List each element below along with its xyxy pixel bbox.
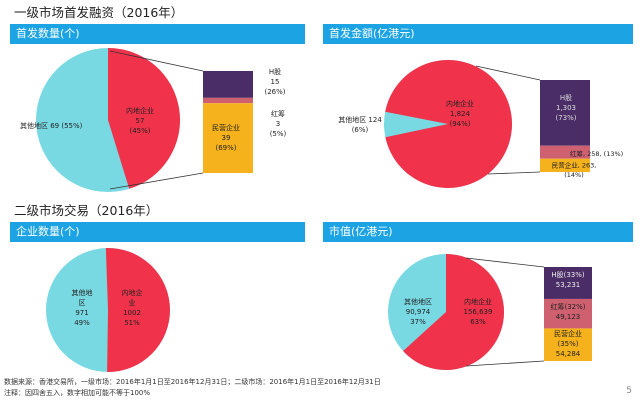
p3-pie-slice-mainland [105,248,170,372]
p2-label-mainland-0: 内地企业 [446,99,474,108]
p3-label-mainland-2: 1002 [123,309,141,317]
p4-connector-top [465,257,545,268]
p1-connector-bottom [109,172,204,190]
p2-label-mainland-1: 1,824 [450,110,471,118]
p1-label-mainland-1: 57 [136,117,145,125]
p3-label-other-3: 49% [74,319,90,327]
p1-label-mainland-0: 内地企业 [126,106,154,115]
p1-label-red-0: 红筹 [271,109,285,118]
p4-label-mainland-0: 内地企业 [464,297,492,306]
p2-pie-slice-mainland [385,60,512,189]
p4-label-pri-2: 54,284 [556,350,581,358]
p4-bar-pri [544,328,592,361]
p1-label-pri-1: 39 [222,134,231,142]
panel2-header: 首发金额(亿港元) [323,24,633,44]
section2-title: 二级市场交易（2016年） [14,203,159,218]
p2-label-other-1: (6%) [352,126,369,134]
p1-label-red-1: 3 [276,120,280,128]
p2-label-mainland-2: (94%) [449,120,470,128]
p4-bar-h [544,267,592,299]
p3-label-other-0: 其他地 [72,288,93,297]
p4-label-red-1: 49,123 [556,313,581,321]
p2-bar-red [540,145,590,159]
p1-bar-h [203,71,253,98]
p4-bar-red [544,298,592,329]
p1-label-red-2: (5%) [270,130,287,138]
p1-pie-slice-mainland [108,48,180,189]
p1-label-h-0: H股 [269,68,281,76]
section1-title: 一级市场首发融资（2016年） [14,5,184,20]
p3-label-other-1: 区 [79,299,86,307]
p2-label-red: 红筹, 258, (13%) [570,149,623,158]
p1-bar-red [203,97,253,104]
p4-label-other-2: 37% [410,318,426,326]
p1-bar-pri [203,103,253,173]
p4-label-mainland-2: 63% [470,318,486,326]
p2-connector-top [475,65,541,81]
footnote-source: 数据来源：香港交易所，一级市场：2016年1月1日至2016年12月31日；二级… [4,378,381,386]
p4-label-mainland-1: 156,639 [464,308,493,316]
p2-bar-h [540,80,590,146]
p1-label-h-1: 15 [271,78,280,86]
panel1-header: 首发数量(个) [10,24,305,44]
p1-label-pri-2: (69%) [215,144,236,152]
p3-label-mainland-3: 51% [124,319,140,327]
p2-label-h-1: 1,303 [556,104,576,112]
p4-label-h-1: 53,231 [556,281,581,289]
p2-label-pri-0: 民营企业, 263, [552,160,597,169]
p1-label-other: 其他地区 69 (55%) [20,121,83,130]
footnote-note: 注释：因四舍五入，数字相加可能不等于100% [4,389,151,397]
panel4-header: 市值(亿港元) [323,222,633,242]
panel3-header: 企业数量(个) [10,222,305,242]
p3-label-mainland-1: 业 [129,298,136,307]
p2-label-pri-1: (14%) [564,171,584,179]
p1-connector-top [109,50,204,72]
p4-pie-slice-mainland [403,254,504,370]
p2-label-h-0: H股 [560,94,572,102]
p1-label-h-2: (26%) [264,88,285,96]
page-number: 5 [626,386,632,396]
p4-connector-bottom [465,360,545,367]
p3-label-other-2: 971 [75,309,88,317]
p2-bar-pri [540,158,590,172]
p4-label-h-0: H股(33%) [551,271,585,279]
p4-label-red-0: 红筹(32%) [550,302,585,311]
p4-label-pri-1: (35%) [557,340,578,348]
p2-connector-bottom [487,171,541,175]
p1-label-mainland-2: (45%) [129,127,150,135]
p3-label-mainland-0: 内地企 [122,288,143,297]
p4-label-other-1: 90,974 [406,308,431,316]
p1-label-pri-0: 民营企业 [212,123,240,132]
p2-label-h-2: (73%) [555,114,576,122]
p4-label-other-0: 其他地区 [404,297,432,306]
p2-label-other-0: 其他地区 124 [338,115,382,124]
p4-label-pri-0: 民营企业 [554,329,582,338]
